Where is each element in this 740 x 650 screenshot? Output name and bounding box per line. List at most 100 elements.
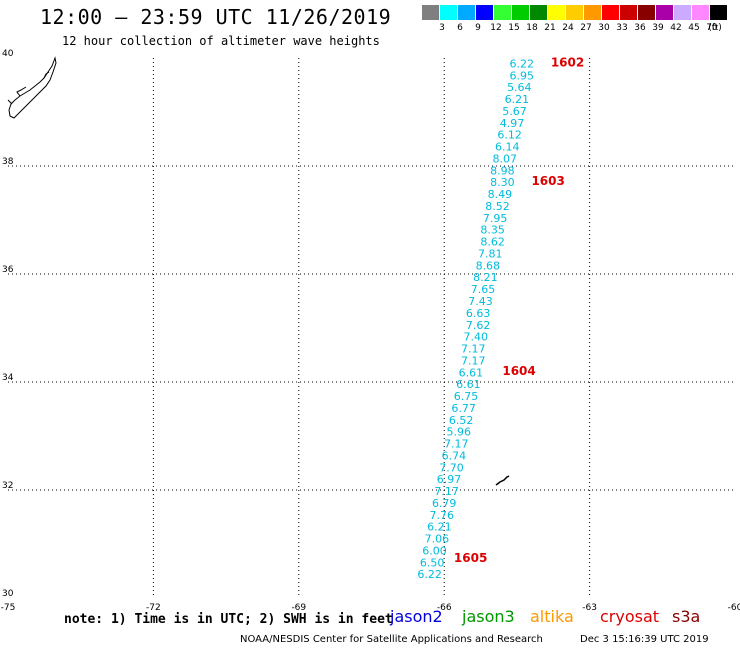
wave-height-value: 5.67: [502, 105, 527, 118]
legend-label: 15: [508, 23, 520, 33]
wave-height-value: 6.97: [437, 473, 462, 486]
lat-tick-label: 36: [2, 265, 14, 275]
wave-height-value: 6.77: [451, 402, 476, 415]
satellite-jason2: jason2: [390, 607, 443, 626]
wave-height-value: 6.21: [427, 521, 452, 534]
legend-label: 39: [652, 23, 664, 33]
wave-height-value: 8.52: [485, 200, 510, 213]
legend-swatch: [638, 5, 656, 20]
legend-label: 36: [634, 23, 646, 33]
wave-height-value: 6.21: [505, 93, 530, 106]
axis-ticks: -75 -72 -69 -66 -63 -60 40 38 36 34 32 30: [1, 49, 740, 613]
wave-height-value: 7.17: [461, 354, 486, 367]
wave-height-value: 7.62: [466, 319, 491, 332]
legend-swatch: [674, 5, 692, 20]
legend-swatch: [602, 5, 620, 20]
lon-tick-label: -66: [437, 603, 452, 613]
lat-tick-label: 34: [2, 373, 14, 383]
satellite-cryosat: cryosat: [600, 607, 660, 626]
page-subtitle: 12 hour collection of altimeter wave hei…: [62, 34, 380, 48]
wave-height-value: 8.30: [490, 176, 515, 189]
pass-time-label: 1602: [551, 55, 584, 69]
wave-height-value: 7.17: [434, 485, 459, 498]
wave-height-value: 6.61: [459, 366, 484, 379]
credit-line: NOAA/NESDIS Center for Satellite Applica…: [240, 634, 543, 645]
timestamp: Dec 3 15:16:39 UTC 2019: [580, 634, 709, 645]
wave-height-value: 6.61: [456, 378, 481, 391]
page-title: 12:00 — 23:59 UTC 11/26/2019: [40, 5, 392, 29]
lat-tick-label: 38: [2, 157, 14, 167]
coastline-hatteras: [8, 56, 57, 119]
bermuda-island: [495, 475, 510, 486]
wave-height-value: 6.50: [420, 556, 445, 569]
lat-tick-label: 40: [2, 49, 14, 59]
legend-label: 45: [688, 23, 700, 33]
wave-height-value: 6.74: [442, 449, 467, 462]
legend-label: 42: [670, 23, 682, 33]
legend-label: 12: [490, 23, 502, 33]
legend-swatch: [710, 5, 728, 20]
wave-height-value: 6.63: [466, 307, 491, 320]
wave-height-value: 5.96: [446, 426, 471, 439]
pass-time-label: 1604: [502, 364, 535, 378]
wave-height-value: 7.81: [478, 247, 503, 260]
wave-height-value: 6.00: [422, 544, 447, 557]
wave-height-value: 7.40: [463, 331, 488, 344]
wave-height-value: 4.97: [500, 117, 525, 130]
legend-swatch: [530, 5, 548, 20]
wave-height-value: 6.22: [417, 568, 442, 581]
wave-height-value: 6.95: [509, 69, 534, 82]
legend-label: 30: [598, 23, 610, 33]
satellite-jason3: jason3: [462, 607, 515, 626]
legend-swatch: [422, 5, 440, 20]
wave-height-value: 8.35: [480, 224, 505, 237]
wave-height-value: 7.65: [471, 283, 496, 296]
pass-time-labels: 1602 1603 1604 1605: [454, 55, 584, 565]
wave-height-value: 8.21: [473, 271, 498, 284]
legend-label: 33: [616, 23, 628, 33]
wave-height-value: 7.06: [425, 533, 450, 546]
lat-tick-label: 30: [2, 589, 14, 599]
wave-height-value: 6.14: [495, 141, 520, 154]
wave-height-value: 8.68: [476, 259, 501, 272]
pass-time-label: 1603: [531, 174, 564, 188]
wave-height-value: 7.76: [430, 509, 455, 522]
wave-height-value: 6.75: [454, 390, 479, 403]
legend-label: 21: [544, 23, 556, 33]
legend-swatch: [440, 5, 458, 20]
legend-label: 24: [562, 23, 574, 33]
lon-tick-label: -69: [291, 603, 306, 613]
lon-tick-label: -60: [728, 603, 740, 613]
wave-height-value: 6.52: [449, 414, 474, 427]
wave-height-value: 6.12: [497, 129, 522, 142]
wave-height-value: 8.49: [488, 188, 513, 201]
pass-time-label: 1605: [454, 551, 487, 565]
coastline-hatteras-detail: [7, 71, 50, 105]
wave-height-value: 6.79: [432, 497, 457, 510]
lat-tick-label: 32: [2, 481, 13, 491]
wave-height-value: 7.17: [461, 343, 486, 356]
legend-swatch: [656, 5, 674, 20]
satellite-s3a: s3a: [672, 607, 701, 626]
legend-label: 70: [706, 23, 718, 33]
wave-height-value: 7.17: [444, 438, 469, 451]
legend-swatch: [620, 5, 638, 20]
legend-swatch: [512, 5, 530, 20]
wave-height-value: 7.43: [468, 295, 493, 308]
legend-swatch: [566, 5, 584, 20]
wave-height-value: 8.98: [490, 164, 515, 177]
lon-tick-label: -75: [1, 603, 16, 613]
satellite-altika: altika: [530, 607, 574, 626]
legend-label: 6: [457, 23, 463, 33]
lat-lon-grid: [8, 58, 735, 598]
legend-swatch: [458, 5, 476, 20]
legend-swatch: [476, 5, 494, 20]
legend-label: 3: [439, 23, 445, 33]
footer-note: note: 1) Time is in UTC; 2) SWH is in fe…: [64, 612, 393, 627]
wave-height-value: 7.95: [483, 212, 508, 225]
wave-height-value: 8.62: [480, 236, 505, 249]
legend-swatch: [548, 5, 566, 20]
legend-swatch: [494, 5, 512, 20]
legend-unit: (ft): [708, 23, 722, 33]
